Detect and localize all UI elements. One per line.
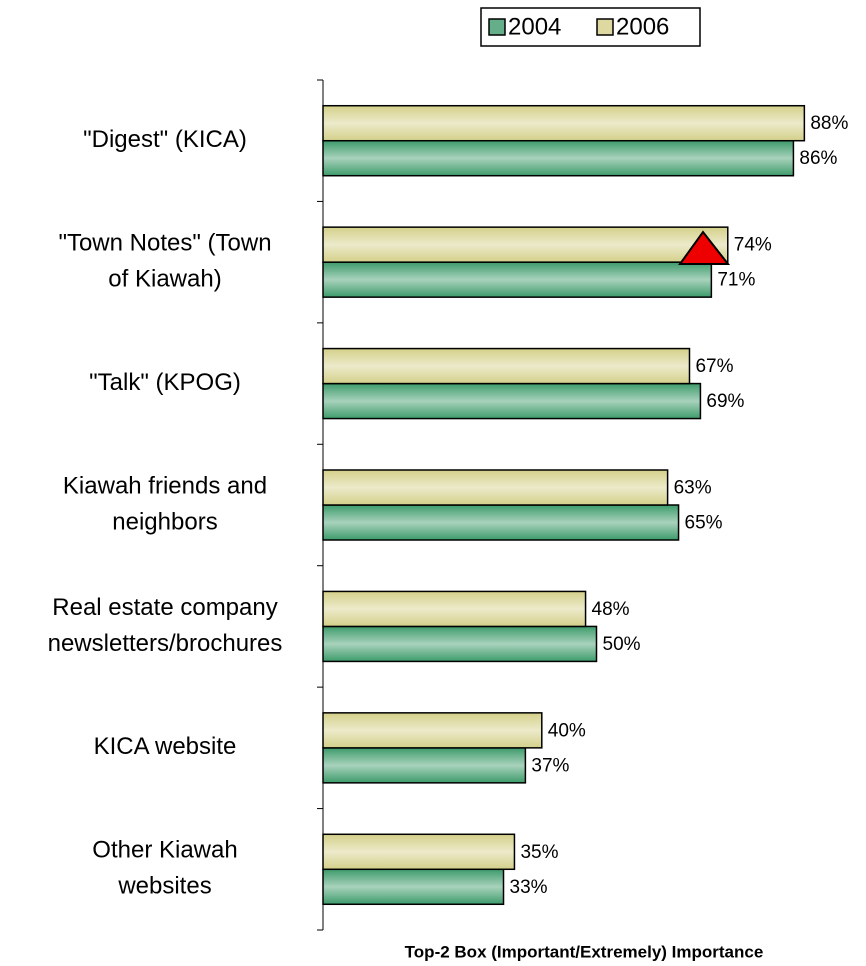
value-label: 33% bbox=[510, 877, 548, 898]
category-label: Real estate company bbox=[52, 594, 277, 621]
value-label: 65% bbox=[685, 513, 723, 534]
value-label: 35% bbox=[520, 842, 558, 863]
value-label: 86% bbox=[799, 148, 837, 169]
bar bbox=[322, 625, 598, 663]
value-label: 71% bbox=[717, 270, 755, 291]
value-label: 88% bbox=[810, 113, 848, 134]
bar bbox=[322, 747, 527, 784]
bar bbox=[322, 347, 691, 385]
bar bbox=[322, 104, 806, 142]
value-label: 50% bbox=[603, 634, 641, 655]
value-label: 74% bbox=[734, 235, 772, 256]
legend-swatch bbox=[596, 18, 614, 36]
bar bbox=[322, 139, 795, 177]
value-label: 37% bbox=[531, 755, 569, 776]
bar bbox=[322, 590, 587, 628]
legend-label: 2004 bbox=[508, 13, 561, 40]
category-label: newsletters/brochures bbox=[48, 630, 283, 657]
category-label: Other Kiawah bbox=[92, 837, 237, 864]
category-label: KICA website bbox=[94, 733, 237, 760]
value-label: 48% bbox=[592, 599, 630, 620]
bar bbox=[322, 469, 669, 506]
significance-marker bbox=[678, 230, 731, 265]
bar bbox=[322, 504, 680, 541]
category-label: websites bbox=[117, 873, 211, 900]
value-label: 69% bbox=[706, 391, 744, 412]
bar bbox=[322, 382, 702, 420]
legend-label: 2006 bbox=[616, 13, 669, 40]
category-label: "Digest" (KICA) bbox=[83, 126, 247, 153]
legend-box bbox=[480, 7, 701, 47]
x-axis-title: Top-2 Box (Important/Extremely) Importan… bbox=[405, 942, 764, 961]
category-label: Kiawah friends and bbox=[63, 472, 267, 499]
value-label: 63% bbox=[674, 478, 712, 499]
category-label: neighbors bbox=[112, 508, 217, 535]
bar bbox=[322, 226, 729, 263]
bar bbox=[322, 261, 713, 298]
legend-swatch bbox=[488, 18, 506, 36]
category-label: "Talk" (KPOG) bbox=[89, 369, 241, 396]
bar bbox=[322, 868, 505, 906]
bar bbox=[322, 833, 516, 871]
value-label: 67% bbox=[695, 356, 733, 377]
category-label: "Town Notes" (Town bbox=[58, 229, 271, 256]
bar bbox=[322, 712, 543, 749]
value-label: 40% bbox=[548, 720, 586, 741]
category-label: of Kiawah) bbox=[108, 265, 221, 292]
